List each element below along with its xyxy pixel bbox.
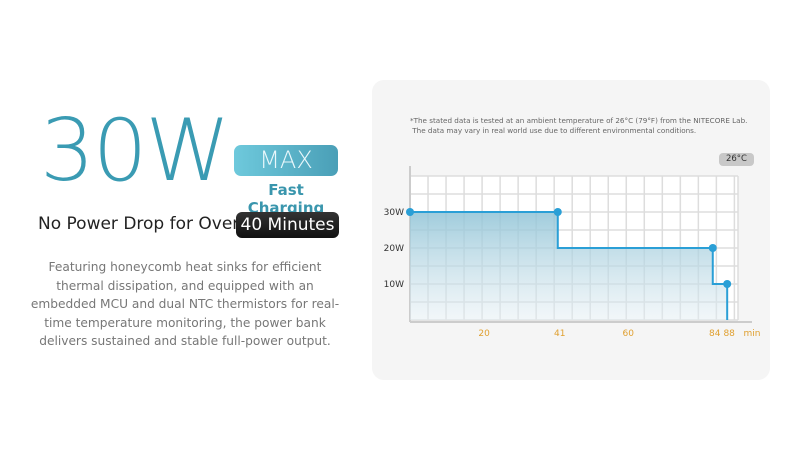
x-tick-label: 20: [478, 329, 490, 339]
max-badge: MAX: [234, 145, 338, 176]
description: Featuring honeycomb heat sinks for effic…: [30, 260, 340, 348]
no-drop-text: No Power Drop for Over: [38, 214, 240, 234]
area-fill: [410, 212, 728, 320]
y-tick-label: 20W: [384, 244, 404, 254]
x-tick-label: 84: [709, 329, 721, 339]
data-point: [406, 208, 414, 216]
x-axis-label: min: [744, 329, 761, 339]
x-tick-label: 41: [554, 329, 565, 339]
data-point: [708, 244, 717, 252]
y-tick-label: 30W: [384, 208, 404, 218]
x-tick-label: 88: [723, 329, 735, 339]
y-tick-label: 10W: [384, 280, 404, 290]
temperature-badge: 26°C: [719, 153, 754, 166]
data-point: [723, 280, 732, 288]
chart-note: *The stated data is tested at an ambient…: [410, 116, 748, 135]
minutes-badge: 40 Minutes: [236, 212, 339, 238]
data-point: [553, 208, 562, 216]
x-tick-label: 60: [623, 329, 635, 339]
power-headline: 30W: [40, 101, 230, 201]
